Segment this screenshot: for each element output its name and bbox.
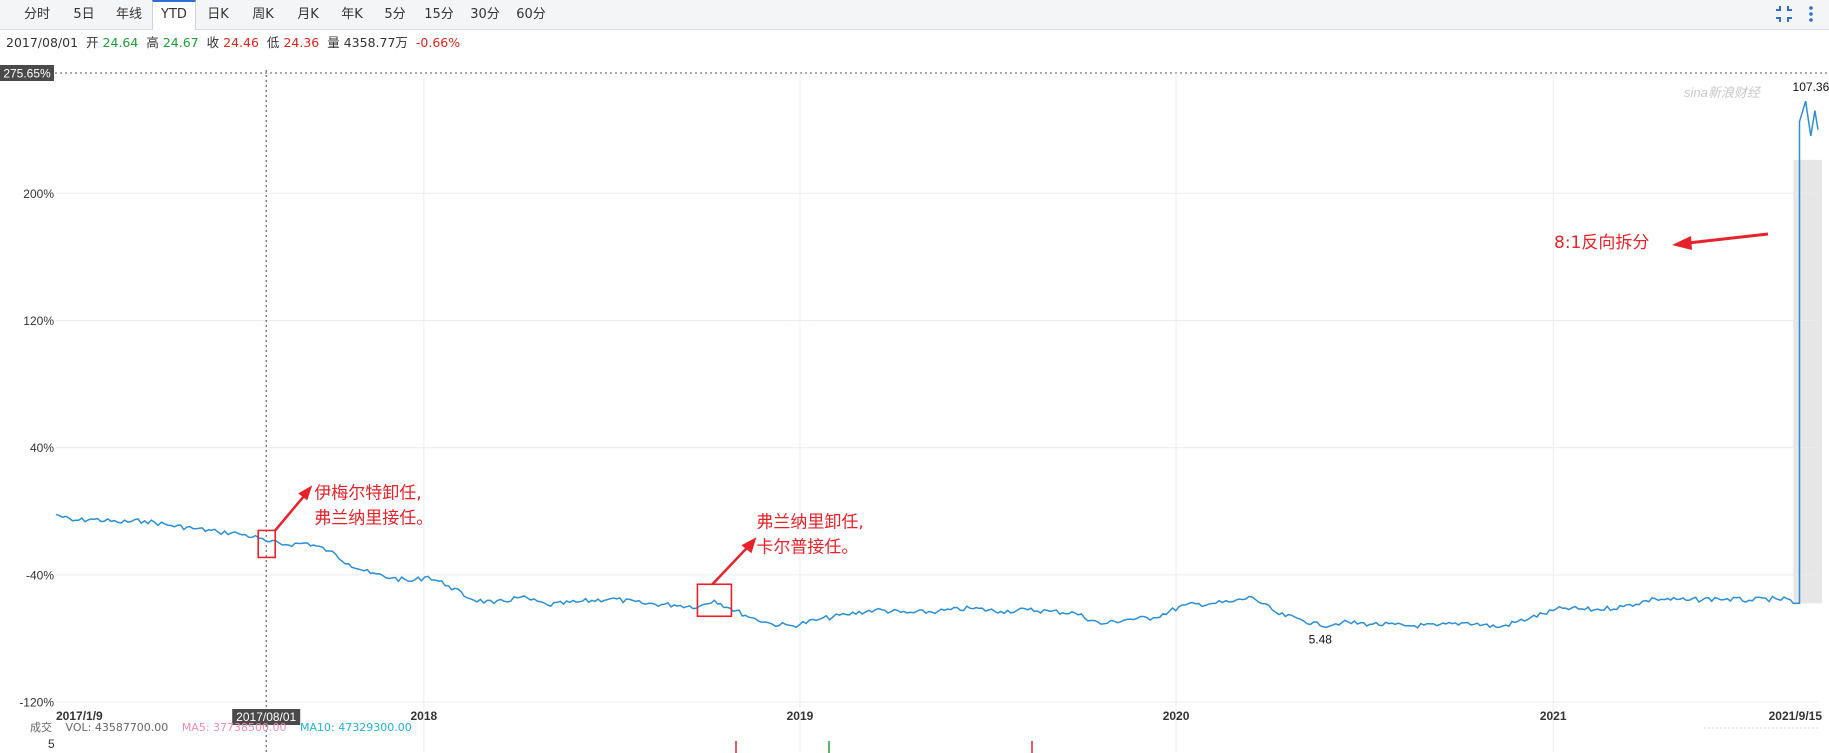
tab-30分[interactable]: 30分: [470, 7, 500, 22]
info-date: 2017/08/01: [6, 35, 79, 50]
volume-value: VOL: 43587700.00: [65, 721, 169, 734]
annotation-arrowhead: [741, 537, 757, 554]
x-tick-label: 2017/1/9: [56, 709, 103, 723]
close-label: 收: [206, 35, 220, 50]
open-value: 24.64: [102, 35, 139, 50]
volume-label: 量: [327, 35, 340, 50]
annotation-text: 8:1反向拆分: [1554, 233, 1649, 253]
y-max-badge: [0, 65, 54, 81]
price-line: [55, 100, 1819, 629]
x-tick-label: 2020: [1163, 709, 1190, 723]
more-options-icon[interactable]: [1805, 3, 1817, 25]
volume-title: 成交: [30, 721, 52, 734]
x-tick-label: 2021: [1540, 709, 1567, 723]
low-label: 低: [266, 35, 280, 50]
annotation-arrow: [1687, 232, 1769, 245]
tab-15分[interactable]: 15分: [424, 7, 454, 22]
annotation-arrowhead: [1672, 236, 1692, 250]
tab-60分[interactable]: 60分: [516, 7, 546, 22]
x-tick-label: 2018: [411, 709, 438, 723]
ohlc-info-bar: 2017/08/01 开 24.64 高 24.67 收 24.46 低 24.36 量…: [6, 33, 464, 53]
ma10-value: MA10: 47329300.00: [300, 721, 412, 734]
high-value: 24.67: [162, 35, 199, 50]
tab-5日[interactable]: 5日: [73, 7, 95, 22]
x-tick-label: 2021/9/15: [1769, 709, 1823, 723]
x-tick-label: 2019: [787, 709, 814, 723]
tab-分时[interactable]: 分时: [23, 7, 50, 22]
annotation-arrow: [274, 492, 308, 532]
period-tab-bar: 分时 5日 年线 YTD 日K 周K 月K 年K 5分 15分 30分 60分: [0, 0, 1829, 30]
close-value: 24.46: [223, 35, 259, 50]
sina-watermark: sina新浪财经: [1684, 85, 1762, 100]
annotation-text: 伊梅尔特卸任,: [314, 483, 421, 503]
point-label: 5.48: [1309, 633, 1333, 647]
volume-info-bar: 成交 VOL: 43587700.00 MA5: 37738500.00 MA1…: [30, 720, 422, 736]
annotation-text: 卡尔普接任。: [756, 537, 858, 557]
tab-日K[interactable]: 日K: [207, 7, 229, 22]
annotation-text: 弗兰纳里接任。: [314, 508, 433, 528]
change-percent: -0.66%: [415, 35, 461, 50]
annotation-arrow: [711, 544, 751, 586]
annotation-text: 弗兰纳里卸任,: [756, 512, 863, 532]
y-tick-label: 275.65%: [3, 67, 51, 81]
point-label: 107.36: [1793, 80, 1829, 94]
tab-月K[interactable]: 月K: [297, 7, 319, 22]
low-value: 24.36: [283, 35, 320, 50]
y-tick-label: 120%: [23, 314, 54, 328]
annotation-arrowhead: [298, 485, 313, 501]
y-tick-label: -120%: [19, 696, 54, 710]
collapse-icon[interactable]: [1773, 3, 1795, 25]
open-label: 开: [86, 35, 99, 50]
volume-value: 4358.77万: [343, 35, 408, 50]
crosshair-date-label: 2017/08/01: [236, 710, 296, 724]
crosshair-date-badge: [232, 709, 301, 725]
volume-axis-tick: 5: [48, 737, 55, 751]
tab-周K[interactable]: 周K: [252, 7, 274, 22]
ma5-value: MA5: 37738500.00: [181, 721, 287, 734]
tab-年K[interactable]: 年K: [341, 7, 363, 22]
post-split-band: [1793, 159, 1822, 604]
y-tick-label: -40%: [26, 568, 54, 582]
tab-YTD[interactable]: YTD: [152, 0, 196, 30]
annotation-box: [696, 583, 733, 618]
annotation-box: [257, 529, 277, 559]
high-label: 高: [146, 35, 159, 50]
y-tick-label: 40%: [30, 441, 54, 455]
y-tick-label: 200%: [23, 187, 54, 201]
tab-5分[interactable]: 5分: [384, 7, 406, 22]
tab-年线[interactable]: 年线: [115, 7, 142, 22]
